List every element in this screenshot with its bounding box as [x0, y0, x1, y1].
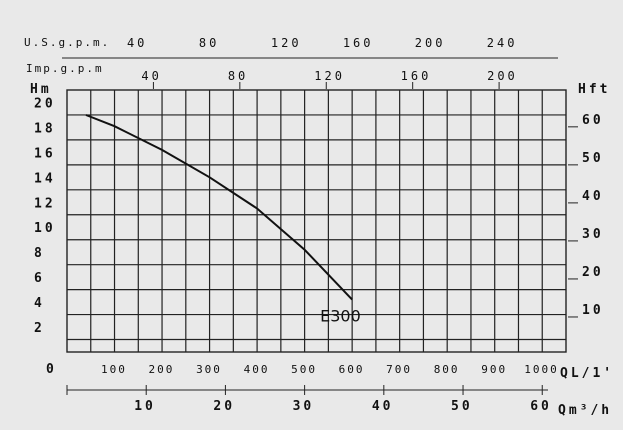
bottom2-tick-label: 40: [372, 399, 394, 414]
imp-gpm-axis-label: Imp.g.p.m: [26, 62, 104, 75]
us-gpm-axis-label: U.S.g.p.m.: [24, 36, 110, 49]
series-label: E300: [320, 307, 361, 326]
left-tick-label: 18: [34, 121, 56, 136]
bottom-tick-label: 100: [101, 363, 127, 376]
bottom-tick-label: 1000: [524, 363, 559, 376]
imp-gpm-tick-label: 200: [487, 69, 518, 83]
left-tick-label: 14: [34, 171, 56, 186]
top-imp-axis: Imp.g.p.m 40 80 120 160 200: [26, 62, 518, 89]
imp-gpm-tick-label: 160: [401, 69, 432, 83]
left-tick-label: 20: [34, 96, 56, 111]
bottom-tick-label: 900: [481, 363, 507, 376]
us-gpm-tick-label: 120: [271, 36, 302, 50]
bottom-axis-ticks: 0 100 200 300 400 500 600 700 800 900 1000: [46, 362, 559, 377]
bottom2-tick-label: 60: [530, 399, 552, 414]
left-axis-label: Hm: [30, 82, 52, 97]
us-gpm-tick-label: 160: [343, 36, 374, 50]
bottom-tick-label: 400: [244, 363, 270, 376]
imp-gpm-tick-label: 40: [141, 69, 161, 83]
us-gpm-tick-label: 200: [415, 36, 446, 50]
us-gpm-tick-label: 240: [487, 36, 518, 50]
top-us-axis: U.S.g.p.m. 40 80 120 160 200 240: [24, 36, 558, 59]
imp-gpm-tick-label: 80: [228, 69, 248, 83]
bottom-axis-label: QL/1': [560, 366, 614, 381]
series-layer: E300: [85, 114, 361, 326]
bottom-tick-label: 600: [339, 363, 365, 376]
us-gpm-tick-label: 40: [127, 36, 147, 50]
bottom2-axis: Qm³/h 10 20 30 40 50 60: [66, 385, 612, 418]
left-tick-label: 10: [34, 221, 56, 236]
bottom-tick-label: 700: [386, 363, 412, 376]
bottom-tick-label: 500: [291, 363, 317, 376]
grid: [66, 89, 567, 353]
right-tick-label: 30: [582, 227, 604, 242]
bottom-tick-label: 200: [149, 363, 175, 376]
imp-gpm-tick-label: 120: [314, 69, 345, 83]
left-tick-label: 12: [34, 196, 56, 211]
bottom2-tick-label: 30: [293, 399, 315, 414]
series-line: [85, 114, 353, 301]
left-axis-ticks: 20 18 16 14 12 10 8 6 4 2: [34, 96, 56, 336]
left-tick-label: 16: [34, 146, 56, 161]
plot-frame: [66, 89, 567, 353]
bottom-tick-label: 0: [46, 362, 57, 377]
bottom2-tick-label: 20: [213, 399, 235, 414]
left-tick-label: 6: [34, 271, 45, 286]
right-tick-label: 10: [582, 303, 604, 318]
right-axis-label: Hft: [578, 82, 610, 97]
right-tick-label: 20: [582, 265, 604, 280]
bottom-tick-label: 800: [434, 363, 460, 376]
left-tick-label: 4: [34, 296, 45, 311]
left-tick-label: 8: [34, 246, 45, 261]
bottom-tick-label: 300: [196, 363, 222, 376]
left-tick-label: 2: [34, 321, 45, 336]
right-tick-label: 40: [582, 189, 604, 204]
us-gpm-tick-label: 80: [199, 36, 219, 50]
right-tick-label: 50: [582, 151, 604, 166]
right-tick-label: 60: [582, 113, 604, 128]
bottom2-tick-label: 50: [451, 399, 473, 414]
bottom2-tick-label: 10: [134, 399, 156, 414]
right-axis-ticks: 60 50 40 30 20 10: [568, 113, 604, 318]
bottom2-axis-label: Qm³/h: [558, 403, 612, 418]
